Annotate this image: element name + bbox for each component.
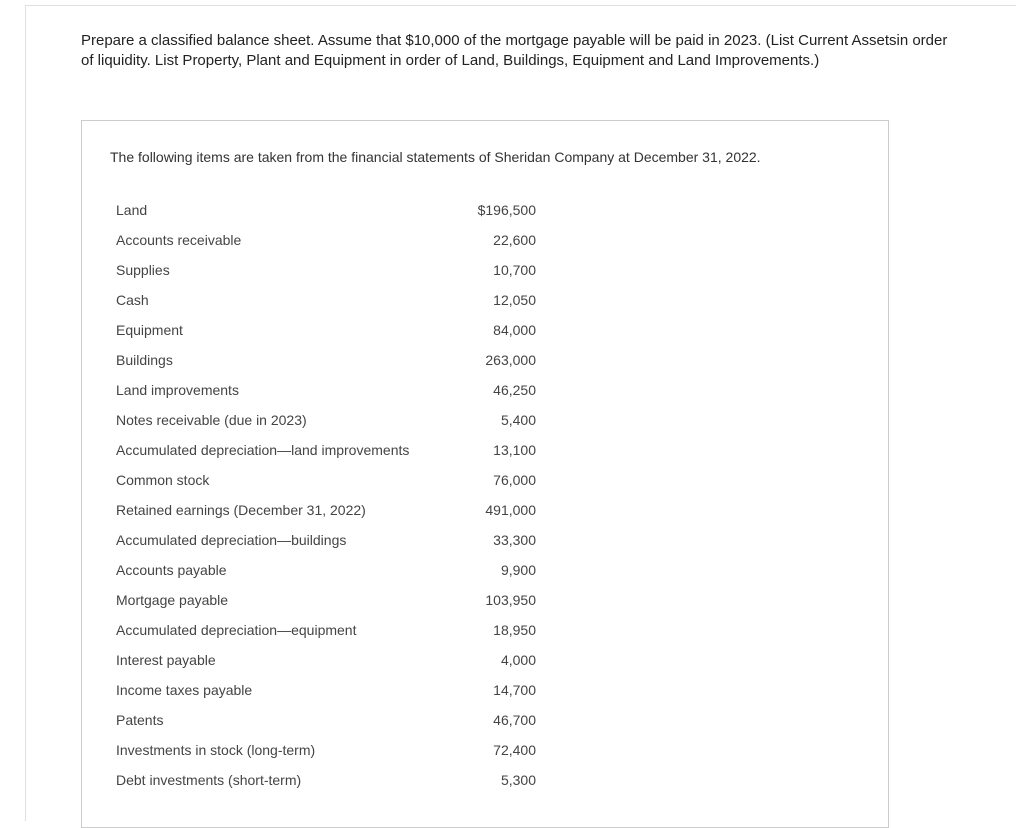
spacer (540, 585, 860, 615)
spacer (540, 345, 860, 375)
item-value: 12,050 (450, 285, 540, 315)
table-row: Accumulated depreciation—land improvemen… (110, 435, 860, 465)
item-label: Supplies (110, 255, 450, 285)
page-container: Prepare a classified balance sheet. Assu… (25, 5, 1016, 821)
instructions-text: Prepare a classified balance sheet. Assu… (81, 31, 961, 72)
item-label: Common stock (110, 465, 450, 495)
table-row: Notes receivable (due in 2023)5,400 (110, 405, 860, 435)
financial-items-tbody: Land$196,500Accounts receivable22,600Sup… (110, 195, 860, 795)
item-value: 10,700 (450, 255, 540, 285)
spacer (540, 225, 860, 255)
item-label: Buildings (110, 345, 450, 375)
item-value: 263,000 (450, 345, 540, 375)
table-row: Interest payable4,000 (110, 645, 860, 675)
spacer (540, 435, 860, 465)
item-value: 72,400 (450, 735, 540, 765)
spacer (540, 195, 860, 225)
table-row: Equipment84,000 (110, 315, 860, 345)
item-value: 18,950 (450, 615, 540, 645)
table-row: Accumulated depreciation—buildings33,300 (110, 525, 860, 555)
spacer (540, 315, 860, 345)
table-row: Income taxes payable14,700 (110, 675, 860, 705)
item-value: 46,250 (450, 375, 540, 405)
table-row: Accounts receivable22,600 (110, 225, 860, 255)
table-row: Buildings263,000 (110, 345, 860, 375)
table-row: Cash12,050 (110, 285, 860, 315)
table-row: Common stock76,000 (110, 465, 860, 495)
item-value: 13,100 (450, 435, 540, 465)
item-label: Investments in stock (long-term) (110, 735, 450, 765)
table-row: Mortgage payable103,950 (110, 585, 860, 615)
item-label: Accumulated depreciation—buildings (110, 525, 450, 555)
spacer (540, 735, 860, 765)
item-label: Mortgage payable (110, 585, 450, 615)
spacer (540, 525, 860, 555)
item-value: 14,700 (450, 675, 540, 705)
spacer (540, 285, 860, 315)
item-label: Retained earnings (December 31, 2022) (110, 495, 450, 525)
item-value: 22,600 (450, 225, 540, 255)
item-label: Accounts payable (110, 555, 450, 585)
item-label: Accounts receivable (110, 225, 450, 255)
item-label: Income taxes payable (110, 675, 450, 705)
item-value: 5,400 (450, 405, 540, 435)
spacer (540, 255, 860, 285)
statement-intro: The following items are taken from the f… (110, 149, 860, 165)
spacer (540, 645, 860, 675)
statement-box: The following items are taken from the f… (81, 120, 889, 828)
item-label: Patents (110, 705, 450, 735)
item-value: 33,300 (450, 525, 540, 555)
table-row: Land$196,500 (110, 195, 860, 225)
item-label: Notes receivable (due in 2023) (110, 405, 450, 435)
item-label: Cash (110, 285, 450, 315)
spacer (540, 675, 860, 705)
table-row: Investments in stock (long-term)72,400 (110, 735, 860, 765)
item-value: 5,300 (450, 765, 540, 795)
spacer (540, 705, 860, 735)
spacer (540, 495, 860, 525)
item-value: $196,500 (450, 195, 540, 225)
spacer (540, 465, 860, 495)
item-label: Land improvements (110, 375, 450, 405)
table-row: Supplies10,700 (110, 255, 860, 285)
item-value: 491,000 (450, 495, 540, 525)
item-label: Equipment (110, 315, 450, 345)
table-row: Patents46,700 (110, 705, 860, 735)
financial-items-table: Land$196,500Accounts receivable22,600Sup… (110, 195, 860, 795)
item-value: 103,950 (450, 585, 540, 615)
spacer (540, 615, 860, 645)
item-label: Accumulated depreciation—land improvemen… (110, 435, 450, 465)
table-row: Land improvements46,250 (110, 375, 860, 405)
item-value: 9,900 (450, 555, 540, 585)
item-value: 76,000 (450, 465, 540, 495)
spacer (540, 405, 860, 435)
spacer (540, 765, 860, 795)
spacer (540, 375, 860, 405)
spacer (540, 555, 860, 585)
item-label: Interest payable (110, 645, 450, 675)
item-value: 4,000 (450, 645, 540, 675)
table-row: Accumulated depreciation—equipment18,950 (110, 615, 860, 645)
item-label: Debt investments (short-term) (110, 765, 450, 795)
item-label: Accumulated depreciation—equipment (110, 615, 450, 645)
table-row: Retained earnings (December 31, 2022)491… (110, 495, 860, 525)
table-row: Accounts payable9,900 (110, 555, 860, 585)
item-value: 84,000 (450, 315, 540, 345)
table-row: Debt investments (short-term)5,300 (110, 765, 860, 795)
item-value: 46,700 (450, 705, 540, 735)
item-label: Land (110, 195, 450, 225)
